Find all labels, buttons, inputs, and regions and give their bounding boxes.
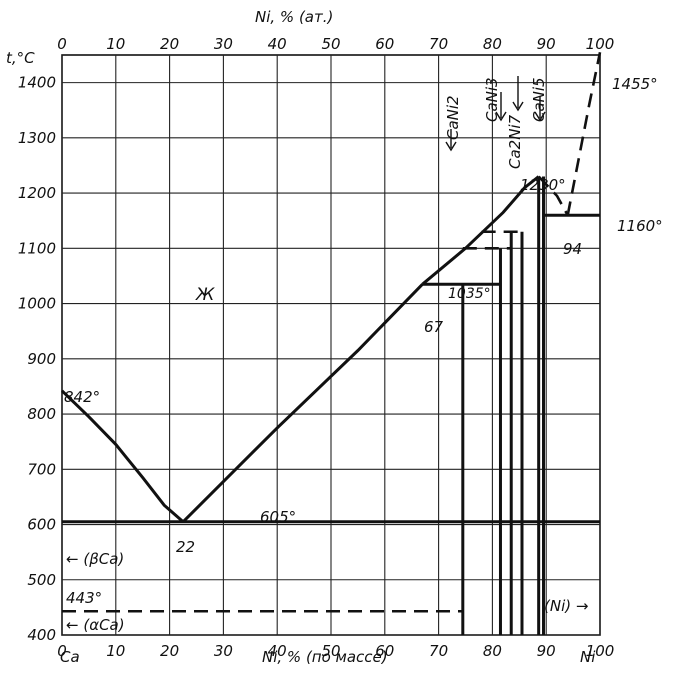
x-tick-label: 40 (268, 642, 287, 660)
composition-label-94: 94 (563, 240, 582, 258)
y-tick-label: 1400 (18, 74, 56, 92)
compound-label-cani5: CaNi5 (530, 77, 548, 122)
x-tick-label: 80 (483, 642, 502, 660)
temp-label-1230: 1230° (520, 176, 566, 194)
y-axis-label: t,°C (6, 49, 35, 67)
compound-label-cani3: CaNi3 (483, 77, 501, 122)
top-tick-label: 30 (214, 35, 233, 53)
compound-arrows (445, 76, 546, 152)
x-tick-label: 0 (57, 642, 67, 660)
top-tick-label: 80 (483, 35, 502, 53)
temp-label-443: 443° (66, 589, 102, 607)
svg-text:CaNi3: CaNi3 (483, 77, 501, 122)
phase-label-alpha-ca: ← (αCa) (66, 616, 125, 634)
y-tick-label: 1300 (18, 129, 56, 147)
x-tick-label: 30 (214, 642, 233, 660)
x-tick-label: 20 (160, 642, 179, 660)
y-tick-label: 500 (27, 571, 56, 589)
x-tick-label: 60 (375, 642, 394, 660)
x-tick-label: 90 (537, 642, 556, 660)
top-axis-label: Ni, % (ат.) (255, 8, 333, 26)
liquidus-curve (566, 51, 602, 216)
top-tick-label: 50 (321, 35, 340, 53)
liquidus-curve (421, 175, 540, 286)
phase-boundaries (60, 51, 602, 635)
composition-label-22: 22 (176, 538, 195, 556)
y-tick-label: 1000 (18, 295, 56, 313)
tick-labels: 0 10 20 30 40 50 60 70 80 90 1000 10 20 30 40 50 60 70 80 9… (18, 35, 615, 660)
element-label-ca: Ca (60, 648, 80, 666)
element-label-ni: Ni (580, 648, 596, 666)
y-tick-label: 400 (27, 626, 56, 644)
y-tick-label: 600 (27, 516, 56, 534)
temp-label-1160: 1160° (617, 217, 663, 235)
y-tick-label: 900 (27, 350, 56, 368)
top-tick-label: 100 (586, 35, 615, 53)
phase-label-liquid: Ж (195, 285, 215, 305)
x-tick-label: 100 (586, 642, 615, 660)
temp-label-605: 605° (260, 508, 296, 526)
x-tick-label: 70 (429, 642, 448, 660)
y-tick-label: 700 (27, 460, 56, 478)
svg-text:CaNi2: CaNi2 (444, 95, 462, 140)
y-tick-label: 800 (27, 405, 56, 423)
top-tick-label: 0 (57, 35, 67, 53)
top-tick-label: 60 (375, 35, 394, 53)
x-tick-label: 50 (321, 642, 340, 660)
top-tick-label: 90 (537, 35, 556, 53)
temp-label-842: 842° (64, 388, 100, 406)
liquidus-curve (60, 389, 185, 523)
temp-label-1455: 1455° (612, 75, 658, 93)
top-tick-label: 10 (106, 35, 125, 53)
liquidus-curve (182, 283, 424, 523)
compound-label-ca2ni7: Ca2Ni7 (506, 114, 524, 169)
bottom-axis-label: Ni, % (по массе) (262, 648, 388, 666)
top-tick-label: 20 (160, 35, 179, 53)
temp-label-1035: 1035° (448, 286, 491, 302)
composition-label-67: 67 (424, 318, 444, 336)
y-tick-label: 1200 (18, 184, 56, 202)
phase-label-beta-ca: ← (βCa) (66, 550, 124, 568)
svg-text:CaNi5: CaNi5 (530, 77, 548, 122)
top-tick-label: 40 (268, 35, 287, 53)
grid (61, 54, 601, 636)
x-tick-label: 10 (106, 642, 125, 660)
compound-label-cani2: CaNi2 (444, 95, 462, 140)
y-tick-label: 1100 (18, 239, 56, 257)
top-tick-label: 70 (429, 35, 448, 53)
svg-text:Ca2Ni7: Ca2Ni7 (506, 114, 524, 169)
phase-label-ni-solid: (Ni) → (544, 597, 588, 615)
